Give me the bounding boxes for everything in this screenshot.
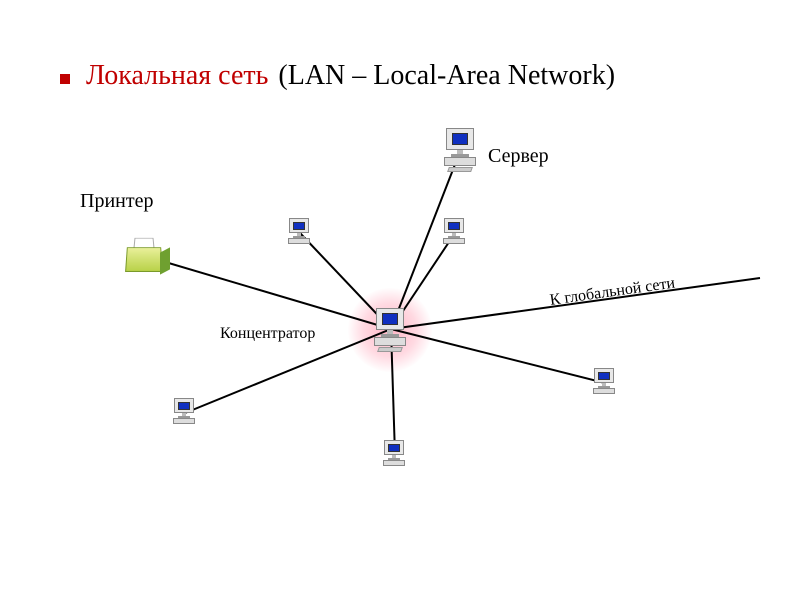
label-printer: Принтер bbox=[80, 190, 153, 213]
workstation-node bbox=[440, 218, 470, 248]
workstation-node bbox=[380, 440, 410, 470]
printer-node bbox=[120, 232, 170, 280]
label-server: Сервер bbox=[488, 145, 549, 168]
label-hub: Концентратор bbox=[220, 325, 315, 343]
server-node bbox=[440, 128, 482, 170]
label-wan: К глобальной сети bbox=[549, 275, 676, 310]
hub-node bbox=[370, 308, 412, 350]
workstation-node bbox=[590, 368, 620, 398]
network-diagram: Принтер Сервер Концентратор К глобальной… bbox=[0, 0, 800, 600]
workstation-node bbox=[170, 398, 200, 428]
workstation-node bbox=[285, 218, 315, 248]
